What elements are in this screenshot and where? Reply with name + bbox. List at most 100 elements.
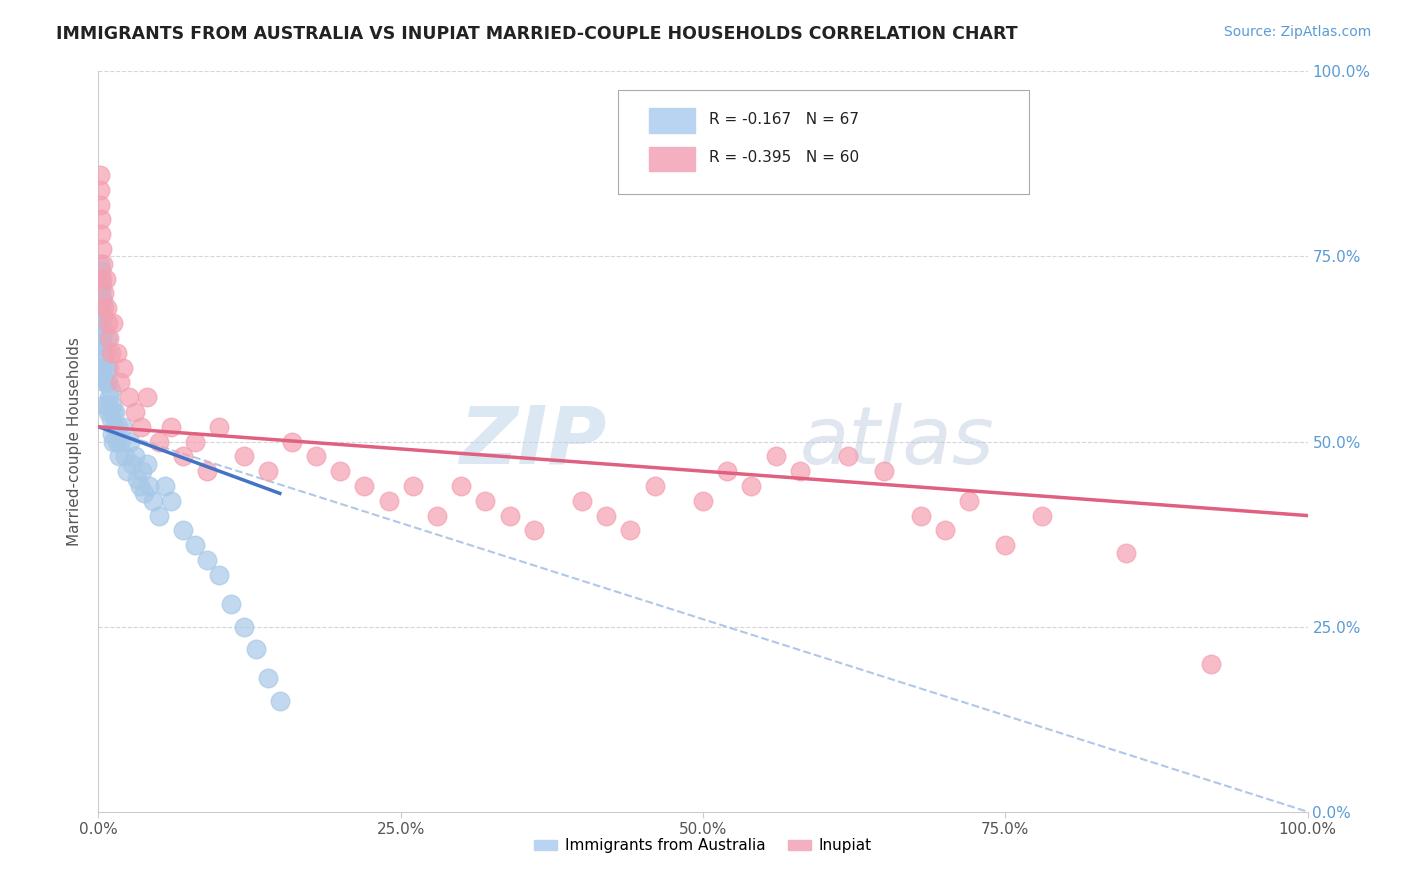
Point (91, 279, 114, 293)
FancyBboxPatch shape (648, 147, 695, 171)
Point (98, 390, 121, 404)
Point (118, 390, 141, 404)
Point (111, 360, 134, 375)
Point (100, 427, 122, 442)
Point (93, 376, 115, 390)
Point (153, 479, 176, 493)
Point (118, 434, 141, 449)
Point (148, 434, 170, 449)
Point (910, 508, 932, 523)
Point (101, 316, 124, 330)
Point (142, 493, 165, 508)
Point (96, 301, 118, 316)
Point (232, 450, 254, 464)
Point (90, 227, 112, 242)
Point (89, 183, 111, 197)
Point (329, 464, 352, 478)
Point (101, 434, 124, 449)
Point (221, 598, 243, 612)
Point (89, 257, 111, 271)
Point (89, 197, 111, 211)
Point (740, 479, 762, 493)
Point (97, 376, 120, 390)
Point (114, 450, 136, 464)
Point (108, 434, 131, 449)
Point (184, 538, 207, 552)
Point (97, 405, 120, 419)
Point (90, 338, 112, 352)
Point (571, 493, 593, 508)
Point (195, 553, 218, 567)
Point (184, 434, 207, 449)
Point (124, 450, 146, 464)
Point (208, 419, 231, 434)
Point (93, 324, 115, 338)
Point (91, 360, 114, 375)
Point (353, 479, 375, 493)
Point (91, 257, 114, 271)
Text: R = -0.395   N = 60: R = -0.395 N = 60 (709, 151, 859, 166)
Text: Source: ZipAtlas.com: Source: ZipAtlas.com (1223, 25, 1371, 39)
Point (108, 450, 131, 464)
Point (89, 168, 111, 182)
Point (96, 331, 118, 345)
Point (89, 286, 111, 301)
Point (716, 464, 738, 478)
Point (873, 464, 896, 478)
Point (91, 242, 114, 256)
Point (124, 405, 146, 419)
Point (90, 331, 112, 345)
Point (91, 271, 114, 285)
Point (232, 619, 254, 633)
Point (523, 524, 546, 538)
Point (101, 405, 124, 419)
Point (129, 419, 152, 434)
Point (93, 286, 115, 301)
Point (127, 471, 149, 485)
Point (121, 457, 143, 471)
Point (107, 419, 129, 434)
Text: R = -0.167   N = 67: R = -0.167 N = 67 (709, 112, 859, 127)
Point (97, 316, 120, 330)
Point (195, 464, 218, 478)
Point (93, 398, 115, 412)
Point (100, 412, 122, 426)
Point (91, 309, 114, 323)
Point (934, 524, 956, 538)
Point (160, 419, 183, 434)
Point (172, 450, 194, 464)
Point (498, 508, 520, 523)
Point (103, 419, 125, 434)
Point (91, 338, 114, 352)
Point (1115, 546, 1137, 560)
Point (128, 479, 150, 493)
Point (281, 434, 304, 449)
Point (89, 271, 111, 285)
Point (138, 479, 160, 493)
Point (426, 508, 449, 523)
Y-axis label: Married-couple Households: Married-couple Households (67, 337, 83, 546)
Point (148, 508, 170, 523)
Point (1031, 508, 1053, 523)
Point (994, 538, 1017, 552)
Point (90, 264, 112, 278)
Point (89, 316, 111, 330)
Point (208, 567, 231, 582)
Point (269, 694, 291, 708)
Point (256, 672, 278, 686)
Point (1199, 657, 1222, 671)
Point (135, 390, 157, 404)
Point (100, 383, 122, 397)
FancyBboxPatch shape (619, 90, 1029, 194)
Text: ZIP: ZIP (458, 402, 606, 481)
Point (100, 398, 122, 412)
Point (90, 309, 112, 323)
Point (94, 376, 117, 390)
Point (256, 464, 278, 478)
Text: atlas: atlas (800, 402, 994, 481)
Point (89, 301, 111, 316)
Point (135, 457, 157, 471)
Point (644, 479, 666, 493)
Point (94, 271, 117, 285)
Point (108, 376, 131, 390)
